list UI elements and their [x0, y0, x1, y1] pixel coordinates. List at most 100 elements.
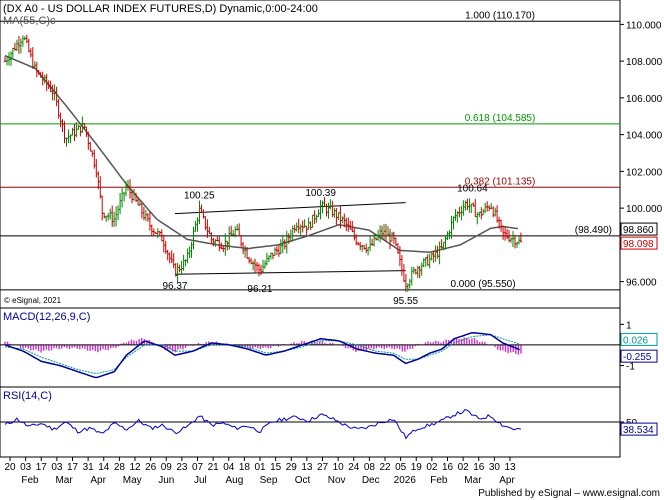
x-month-tick-label: Sep	[260, 475, 278, 486]
x-month-tick-label: Oct	[295, 475, 311, 486]
x-day-tick-label: 02	[426, 462, 438, 473]
x-month-tick-label: Apr	[499, 475, 515, 486]
fib-levels: 1.000 (110.170) 0.618 (104.585) 0.382 (101…	[0, 10, 620, 291]
x-month-tick-label: Jun	[158, 475, 174, 486]
macd-badge-label: 0.026	[623, 335, 648, 346]
rsi-label: RSI(14,C)	[3, 390, 52, 402]
x-month-tick-label: 2026	[394, 475, 417, 486]
price-tick-label: 96.000	[626, 278, 657, 289]
macd-badge-label: -0.255	[623, 352, 652, 363]
trend-channel	[174, 202, 406, 275]
price-tick-label: 100.000	[626, 204, 663, 215]
x-day-tick-label: 02	[458, 462, 470, 473]
price-tick-label: 106.000	[626, 94, 663, 105]
rsi-badge-box	[620, 422, 658, 436]
x-month-tick-label: Jul	[194, 475, 207, 486]
x-day-tick-label: 26	[145, 462, 157, 473]
x-day-tick-label: 04	[223, 462, 235, 473]
x-day-tick-label: 10	[333, 462, 345, 473]
price-tick-label: 110.000	[626, 20, 662, 31]
x-day-tick-label: 15	[270, 462, 282, 473]
x-day-tick-label: 14	[98, 462, 110, 473]
x-day-tick-label: 19	[411, 462, 423, 473]
x-day-tick-label: 24	[348, 462, 360, 473]
x-day-tick-label: 27	[317, 462, 329, 473]
x-day-tick-label: 09	[161, 462, 173, 473]
x-day-tick-label: 17	[36, 462, 48, 473]
x-day-tick-label: 13	[504, 462, 516, 473]
x-month-tick-label: Nov	[328, 475, 346, 486]
rsi-line	[4, 409, 522, 440]
price-annotation: 100.39	[305, 188, 336, 199]
price-badges: 98.860 98.098	[620, 222, 658, 250]
fib-level-label: 0.000 (95.550)	[450, 279, 515, 290]
fib-level-label: 0.618 (104.585)	[465, 113, 536, 124]
x-day-tick-label: 18	[239, 462, 251, 473]
x-month-tick-label: Mar	[464, 475, 482, 486]
x-day-tick-label: 08	[364, 462, 376, 473]
x-day-tick-label: 13	[301, 462, 313, 473]
price-annotations: 100.25 100.39 100.64 96.37 96.21 95.55	[162, 183, 488, 307]
x-month-tick-label: Mar	[55, 475, 73, 486]
price-annotation: 96.21	[247, 284, 272, 295]
x-day-tick-label: 29	[286, 462, 298, 473]
x-month-tick-label: Aug	[226, 475, 244, 486]
x-day-tick-label: 07	[192, 462, 204, 473]
price-badge-box	[620, 222, 658, 236]
x-day-tick-label: 12	[129, 462, 141, 473]
rsi-badge-label: 38.534	[623, 425, 654, 436]
price-badge-label: 98.098	[623, 239, 654, 250]
x-month-tick-label: Feb	[430, 475, 448, 486]
price-annotation: 95.55	[393, 296, 418, 307]
macd-line	[4, 331, 520, 379]
price-badge-label: 98.860	[623, 225, 654, 236]
x-day-tick-label: 03	[20, 462, 32, 473]
x-day-tick-label: 30	[489, 462, 501, 473]
price-bars-series	[5, 35, 521, 292]
x-day-tick-label: 23	[176, 462, 188, 473]
macd-signal-line	[4, 334, 520, 374]
x-day-tick-label: 21	[208, 462, 220, 473]
fib-level-label: 1.000 (110.170)	[465, 10, 535, 21]
x-month-tick-label: Apr	[90, 475, 106, 486]
x-day-tick-label: 20	[4, 462, 16, 473]
x-day-tick-label: 03	[51, 462, 63, 473]
macd-label: MACD(12,26,9,C)	[3, 311, 90, 323]
price-tick-label: 104.000	[626, 131, 663, 142]
chart-title: (DX A0 - US DOLLAR INDEX FUTURES,D) Dyna…	[3, 3, 318, 15]
ma-label: MA(55,C)c	[3, 15, 56, 27]
x-axis: 20 03 17 03 17 31 14 28 12 26 09 23 07 21 04 18 01 15 29 13…	[4, 457, 516, 486]
x-day-tick-label: 01	[254, 462, 266, 473]
price-annotation: 100.25	[184, 191, 215, 202]
x-day-tick-label: 17	[67, 462, 79, 473]
x-day-tick-label: 16	[473, 462, 485, 473]
price-bars-down-series	[3, 34, 523, 292]
channel-line	[174, 202, 406, 215]
ma-series-line	[4, 54, 518, 253]
x-day-tick-label: 05	[395, 462, 407, 473]
macd-tick-label: -1	[626, 361, 635, 372]
fib-level-label: 0.382 (101.135)	[465, 176, 536, 187]
x-month-tick-label: Dec	[362, 475, 380, 486]
x-month-tick-label: May	[123, 475, 142, 486]
price-tick-label: 102.000	[626, 167, 663, 178]
price-badge-box	[620, 236, 658, 250]
x-day-tick-label: 31	[83, 462, 95, 473]
macd-y-axis: 1 -1	[620, 320, 635, 372]
macd-badges: 0.026 -0.255	[620, 332, 658, 363]
fib-level-label: (98.490)	[575, 225, 612, 236]
macd-badge-box	[620, 332, 658, 346]
macd-badge-box	[620, 349, 658, 363]
x-day-tick-label: 16	[442, 462, 454, 473]
x-day-tick-label: 28	[114, 462, 126, 473]
rsi-badge: 38.534	[620, 422, 658, 436]
macd-tick-label: 1	[626, 320, 632, 331]
x-month-tick-label: Feb	[21, 475, 39, 486]
price-annotation: 96.37	[162, 281, 187, 292]
watermark: © eSignal, 2021	[4, 296, 62, 305]
price-annotation: 100.64	[457, 183, 488, 194]
x-day-tick-label: 22	[379, 462, 391, 473]
footer: Published by eSignal – www.esignal.com	[478, 488, 660, 499]
price-tick-label: 108.000	[626, 57, 663, 68]
